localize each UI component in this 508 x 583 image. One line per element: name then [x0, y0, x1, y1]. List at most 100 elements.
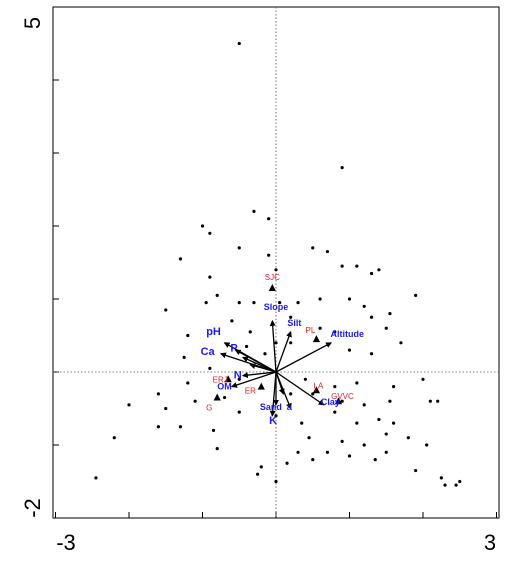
data-point [384, 450, 388, 454]
site-label: ER [245, 387, 256, 396]
data-point [186, 381, 190, 385]
data-point [267, 253, 271, 257]
site-label: SJC [265, 273, 280, 282]
data-point [112, 436, 116, 440]
data-point [414, 293, 418, 297]
vector-label: pH [206, 326, 221, 338]
data-point [237, 410, 241, 414]
data-point [289, 341, 293, 345]
vector-arrow [241, 371, 277, 379]
data-point [237, 41, 241, 46]
data-point [340, 264, 344, 268]
vector-arrow [275, 371, 285, 395]
data-point [263, 352, 267, 356]
data-point [289, 392, 293, 396]
data-point [340, 166, 344, 170]
data-point [222, 395, 227, 400]
data-point [208, 366, 212, 370]
vector-arrow [275, 371, 325, 406]
data-point [318, 297, 322, 301]
data-point [156, 392, 160, 396]
data-point [164, 308, 168, 312]
site-label: GVVC [331, 392, 354, 401]
site-label: G [206, 404, 212, 413]
data-point [333, 385, 337, 389]
data-point [215, 293, 219, 297]
data-point [311, 458, 315, 462]
data-point [186, 333, 190, 338]
data-point [267, 217, 271, 221]
data-point [127, 403, 131, 407]
vector-label: Sand [260, 402, 282, 412]
data-point [362, 403, 366, 407]
data-point [156, 425, 160, 429]
y-tick-label-bottom: -2 [20, 498, 45, 518]
data-point [355, 381, 359, 385]
data-point [307, 436, 311, 440]
data-point [318, 326, 322, 330]
vector-label: a [287, 402, 293, 412]
data-point [193, 399, 197, 403]
vector-label: Slope [264, 302, 289, 312]
vector-arrow [230, 371, 277, 388]
vector-label: K [269, 415, 277, 427]
data-point [333, 410, 337, 414]
data-point [182, 355, 186, 359]
data-point [458, 479, 462, 484]
data-point [362, 443, 366, 447]
data-point [252, 301, 256, 305]
vector-arrow [269, 319, 277, 373]
data-point [248, 330, 252, 334]
data-point [245, 344, 249, 349]
vector-label: Ca [201, 346, 216, 358]
data-point [369, 315, 374, 319]
data-point [439, 476, 443, 480]
data-point [300, 421, 304, 425]
data-point [278, 301, 282, 305]
data-point [164, 406, 168, 411]
data-point [325, 249, 330, 254]
data-point [355, 421, 359, 425]
data-point [237, 301, 241, 305]
data-point [178, 425, 183, 429]
vector-arrow [242, 356, 277, 373]
data-point [347, 454, 352, 458]
data-point [414, 468, 418, 473]
data-point [392, 421, 396, 425]
vector-label: Altitude [331, 329, 365, 339]
data-point [204, 301, 208, 305]
site-marker [312, 386, 321, 394]
vector-arrow [275, 330, 292, 373]
data-point [200, 224, 205, 228]
data-point [311, 246, 315, 250]
data-point [340, 399, 344, 403]
data-point [303, 377, 307, 381]
site-marker [224, 375, 232, 383]
data-point [296, 301, 300, 305]
data-point [369, 352, 374, 356]
data-point [428, 399, 432, 403]
data-point [325, 450, 330, 454]
data-point [296, 450, 300, 454]
data-point [237, 377, 241, 381]
site-label: ERJ [213, 375, 228, 384]
data-point [208, 231, 212, 235]
x-tick-label-left: -3 [56, 530, 76, 555]
data-point [369, 271, 374, 276]
data-point [347, 297, 352, 301]
vector-label: P [230, 343, 237, 355]
data-point [425, 443, 429, 447]
site-label: PL [306, 326, 316, 335]
data-point [421, 377, 425, 381]
data-point [274, 341, 278, 345]
data-point [340, 439, 344, 443]
data-point [454, 483, 458, 487]
x-tick-label-right: 3 [484, 530, 496, 555]
site-marker [268, 284, 276, 292]
vector-label: Silt [287, 318, 301, 328]
vector-label: OM [217, 382, 232, 392]
data-point [259, 465, 263, 469]
data-point [377, 268, 381, 272]
data-point [256, 472, 260, 476]
